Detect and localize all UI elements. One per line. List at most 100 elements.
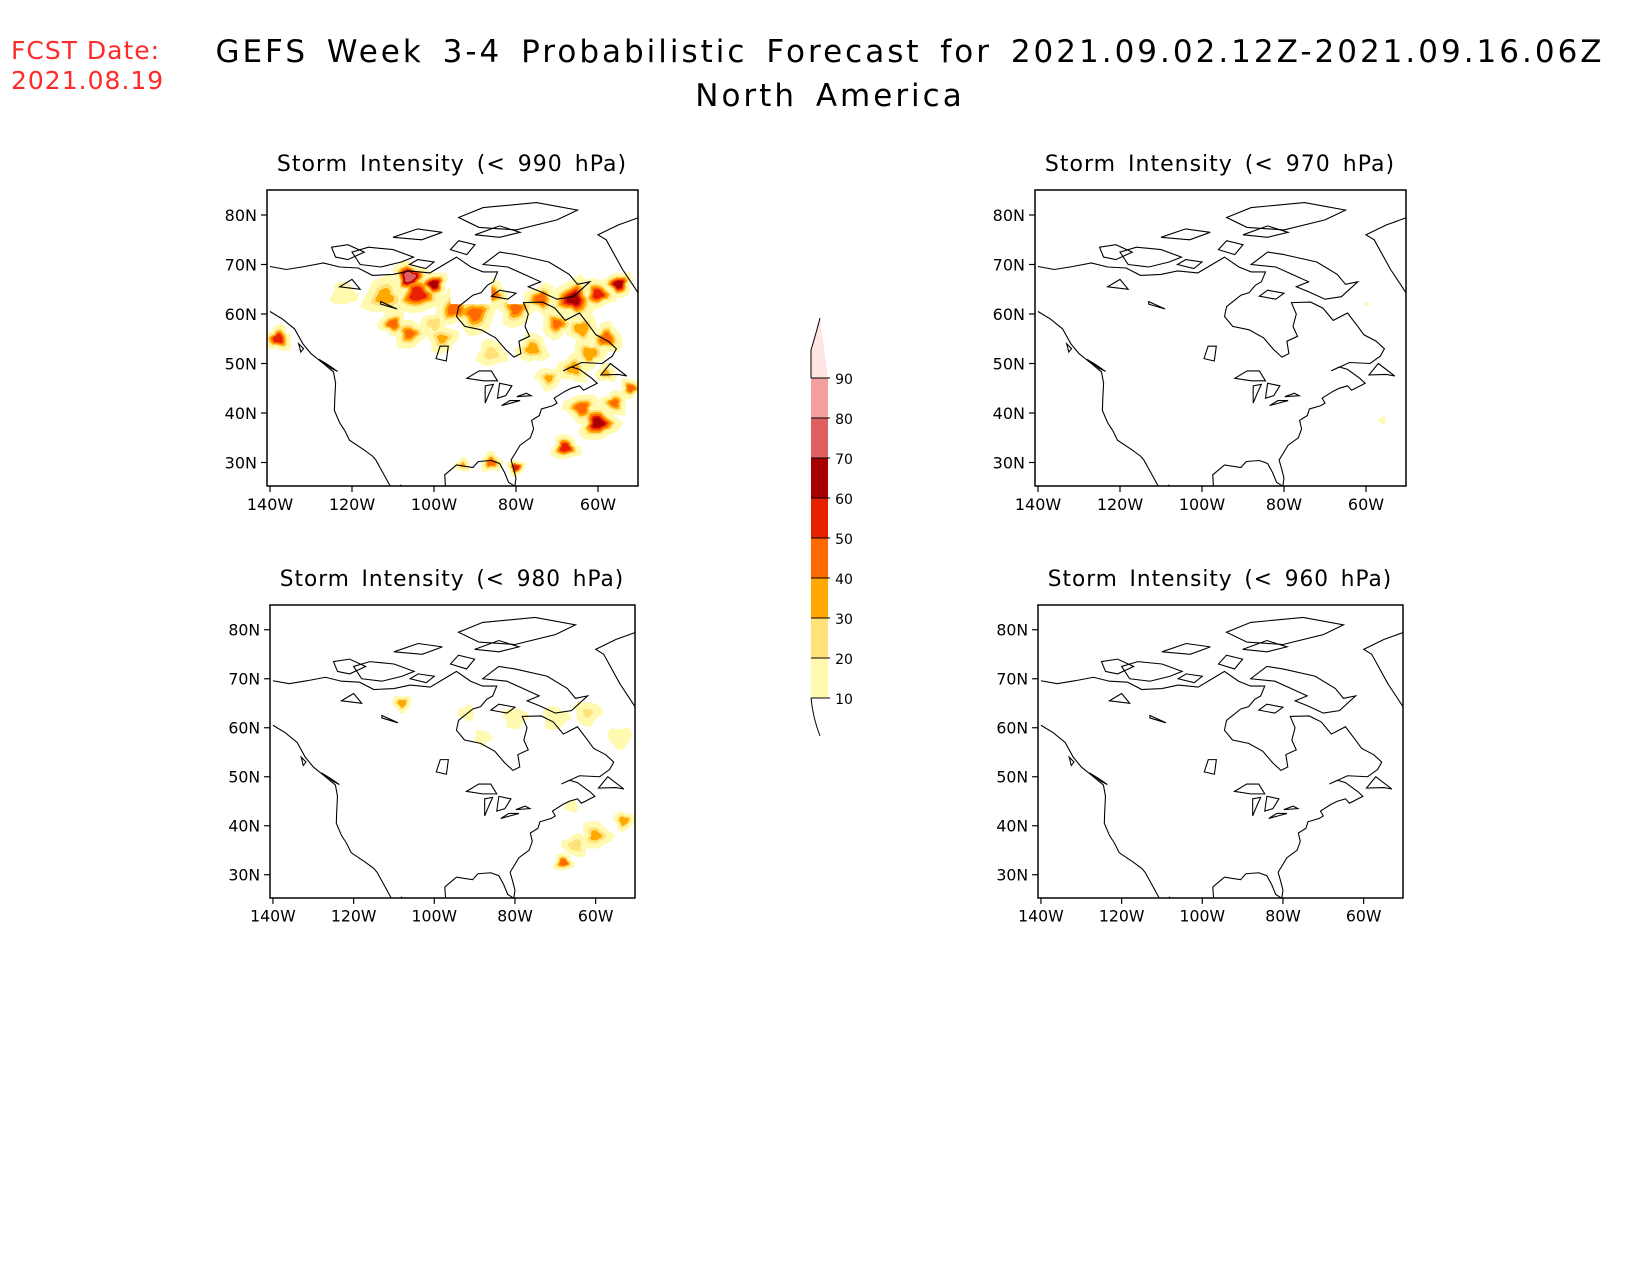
prob-contour-10 bbox=[564, 798, 578, 813]
island-outline bbox=[1120, 661, 1184, 682]
lake-outline bbox=[484, 796, 494, 817]
island-outline bbox=[597, 775, 625, 790]
lon-tick-label: 140W bbox=[1018, 907, 1064, 926]
colorbar-label: 70 bbox=[835, 452, 853, 468]
lat-tick-label: 30N bbox=[225, 454, 257, 473]
prob-contour-60 bbox=[428, 280, 439, 289]
panel-title-p980: Storm Intensity (< 980 hPa) bbox=[280, 567, 624, 592]
map-panel-p970: Storm Intensity (< 970 hPa) 80N 70N 60N 50N 4… bbox=[993, 152, 1407, 514]
island-outline bbox=[457, 616, 578, 646]
lat-tick-label: 50N bbox=[225, 355, 257, 374]
lat-tick-label: 40N bbox=[225, 404, 257, 423]
coastlines bbox=[269, 202, 638, 486]
lake-outline bbox=[1252, 796, 1262, 817]
island-outline bbox=[1065, 341, 1073, 354]
lon-tick-label: 60W bbox=[580, 495, 616, 514]
lake-outline bbox=[1149, 714, 1167, 724]
island-outline bbox=[457, 202, 580, 231]
island-outline bbox=[1217, 240, 1244, 256]
lon-tick-label: 80W bbox=[1266, 495, 1302, 514]
lake-outline bbox=[1252, 383, 1263, 404]
colorbar-segment bbox=[811, 458, 828, 498]
island-outline bbox=[1258, 289, 1286, 300]
lake-outline bbox=[500, 812, 520, 819]
prob-contour-50 bbox=[512, 464, 520, 471]
lake-outline bbox=[1233, 370, 1267, 382]
lake-outline bbox=[516, 392, 534, 398]
island-outline bbox=[1367, 362, 1396, 377]
lake-outline bbox=[1284, 392, 1302, 398]
colorbar-segment bbox=[811, 378, 828, 418]
lake-outline bbox=[1264, 382, 1281, 399]
lat-tick-label: 70N bbox=[996, 670, 1028, 689]
missing-data-area bbox=[507, 284, 525, 305]
island-outline bbox=[352, 661, 416, 682]
coastline bbox=[272, 670, 615, 899]
lake-outline bbox=[1148, 300, 1166, 310]
island-outline bbox=[318, 359, 338, 372]
island-outline bbox=[408, 673, 436, 684]
island-outline bbox=[596, 217, 638, 294]
island-outline bbox=[1175, 259, 1204, 270]
map-panel-p990: Storm Intensity (< 990 hPa) 80N 70N 60N 50N 4… bbox=[225, 152, 639, 514]
colorbar-label: 50 bbox=[835, 532, 853, 548]
coastline bbox=[272, 724, 403, 899]
colorbar-label: 80 bbox=[835, 412, 853, 428]
lat-tick-label: 80N bbox=[228, 621, 260, 640]
lake-outline bbox=[1264, 795, 1280, 812]
lon-tick-label: 60W bbox=[1348, 495, 1384, 514]
colorbar: 10 20 30 40 50 60 70 80 90 bbox=[810, 317, 853, 737]
prob-contour-60 bbox=[613, 280, 624, 289]
lat-tick-label: 40N bbox=[996, 817, 1028, 836]
colorbar-upper-extend bbox=[810, 317, 821, 378]
main-title-line-2: North America bbox=[695, 78, 965, 114]
map-background bbox=[1038, 605, 1403, 898]
prob-contour-20 bbox=[567, 838, 582, 852]
prob-contour-50 bbox=[408, 286, 427, 301]
prob-contour-30 bbox=[436, 334, 448, 344]
lat-tick-label: 70N bbox=[993, 256, 1025, 275]
colorbar-label: 90 bbox=[835, 372, 853, 388]
prob-contour-40 bbox=[599, 332, 613, 344]
island-outline bbox=[1086, 359, 1106, 372]
island-outline bbox=[1161, 642, 1211, 655]
prob-contour-30 bbox=[525, 342, 540, 354]
prob-contour-30 bbox=[583, 347, 598, 362]
lat-tick-label: 70N bbox=[228, 670, 260, 689]
lat-tick-label: 30N bbox=[228, 866, 260, 885]
main-title: GEFS Week 3-4 Probabilistic Forecast for… bbox=[0, 30, 1650, 118]
map-frame bbox=[269, 604, 636, 899]
island-outline bbox=[490, 289, 518, 300]
lake-outline bbox=[338, 278, 362, 291]
lon-tick-label: 140W bbox=[247, 495, 294, 514]
map-background bbox=[1035, 190, 1406, 486]
prob-contour-40 bbox=[558, 858, 568, 866]
forecast-date-caption: FCST Date: bbox=[11, 36, 161, 65]
lake-outline bbox=[339, 692, 363, 704]
island-outline bbox=[1100, 658, 1136, 675]
lake-outline bbox=[1203, 759, 1217, 775]
map-panel-p980: Storm Intensity (< 980 hPa) 80N 70N 60N 50N 4… bbox=[228, 567, 636, 926]
prob-contour-30 bbox=[397, 699, 407, 708]
prob-contour-30 bbox=[574, 322, 589, 337]
map-panel-p960: Storm Intensity (< 960 hPa) 80N 70N 60N 50N 4… bbox=[996, 567, 1404, 926]
map-frame bbox=[1034, 189, 1407, 487]
island-outline bbox=[1257, 703, 1285, 714]
island-outline bbox=[1249, 251, 1360, 300]
lat-tick-label: 80N bbox=[225, 206, 257, 225]
lake-outline bbox=[501, 400, 521, 407]
lake-outline bbox=[1106, 278, 1130, 291]
island-outline bbox=[489, 703, 517, 714]
island-outline bbox=[1242, 225, 1291, 238]
prob-contour-20 bbox=[426, 318, 440, 331]
prob-contour-20 bbox=[483, 346, 500, 360]
island-outline bbox=[1242, 639, 1290, 653]
island-outline bbox=[393, 642, 443, 655]
island-outline bbox=[351, 246, 416, 268]
prob-contour-10 bbox=[501, 708, 529, 730]
panel-title-p960: Storm Intensity (< 960 hPa) bbox=[1048, 567, 1392, 592]
colorbar-segment bbox=[811, 318, 828, 378]
island-outline bbox=[1068, 755, 1075, 767]
lat-tick-label: 40N bbox=[993, 404, 1025, 423]
coastline bbox=[1040, 724, 1171, 899]
